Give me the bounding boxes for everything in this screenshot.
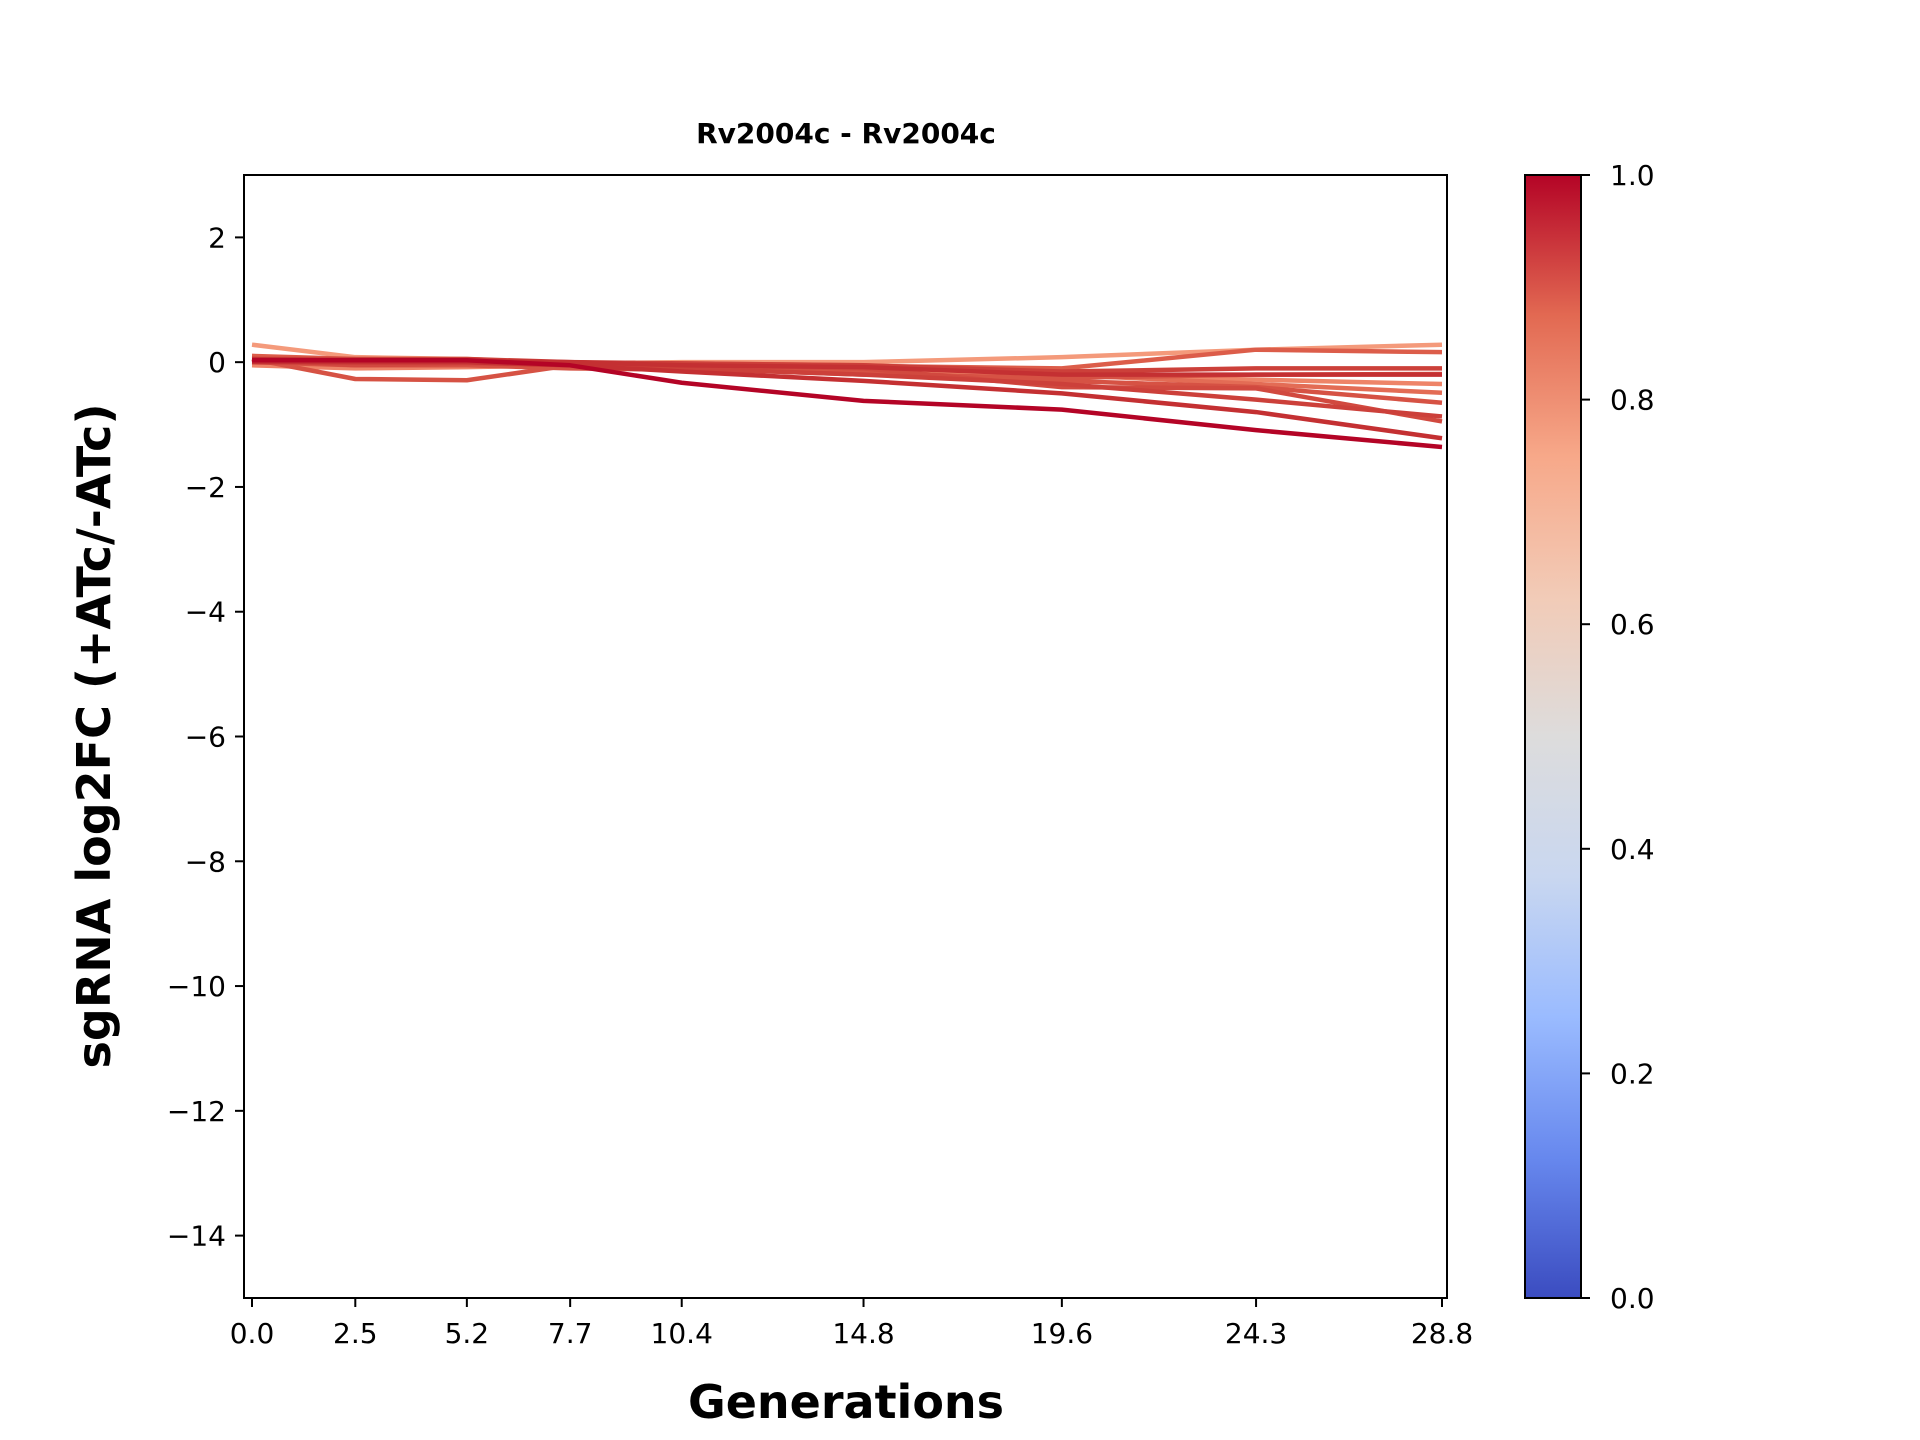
chart-title: Rv2004c - Rv2004c [696, 117, 996, 150]
x-axis-label: Generations [688, 1375, 1004, 1429]
x-tick-label: 5.2 [445, 1317, 490, 1350]
colorbar-tick-label: 0.0 [1610, 1282, 1655, 1315]
y-tick-label: −2 [185, 471, 226, 504]
x-tick-label: 24.3 [1225, 1317, 1287, 1350]
y-tick-label: 2 [208, 221, 226, 254]
colorbar-tick-label: 0.4 [1610, 833, 1655, 866]
y-axis: 2 0 −2 −4 −6 −8 −10 −12 −14 [167, 221, 244, 1253]
y-tick-label: 0 [208, 346, 226, 379]
colorbar-tick-label: 1.0 [1610, 159, 1655, 192]
y-tick-label: −12 [167, 1095, 226, 1128]
colorbar-tick-label: 0.6 [1610, 608, 1655, 641]
colorbar-tick-label: 0.2 [1610, 1057, 1655, 1090]
x-tick-label: 28.8 [1411, 1317, 1473, 1350]
colorbar-tick-label: 0.8 [1610, 384, 1655, 417]
colorbar-axis: 0.0 0.2 0.4 0.6 0.8 1.0 [1581, 159, 1655, 1315]
y-tick-label: −8 [185, 845, 226, 878]
y-tick-label: −4 [185, 596, 226, 629]
x-tick-label: 0.0 [230, 1317, 275, 1350]
y-tick-label: −6 [185, 721, 226, 754]
plot-frame [243, 174, 1448, 1299]
x-tick-label: 2.5 [333, 1317, 378, 1350]
colorbar [1524, 174, 1582, 1299]
x-tick-label: 10.4 [651, 1317, 713, 1350]
y-axis-label: sgRNA log2FC (+ATc/-ATc) [67, 404, 121, 1069]
x-axis: 0.0 2.5 5.2 7.7 10.4 14.8 19.6 24.3 28.8 [230, 1298, 1473, 1350]
x-tick-label: 14.8 [832, 1317, 894, 1350]
series-lines [251, 342, 1443, 450]
y-tick-label: −10 [167, 970, 226, 1003]
x-tick-label: 19.6 [1031, 1317, 1093, 1350]
x-tick-label: 7.7 [548, 1317, 593, 1350]
y-tick-label: −14 [167, 1220, 226, 1253]
series-line-12 [252, 358, 1443, 450]
